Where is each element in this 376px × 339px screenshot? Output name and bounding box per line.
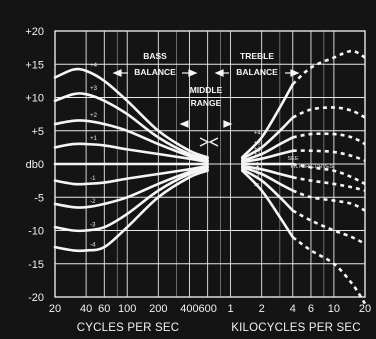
bass-curve-label: -1 — [90, 176, 96, 182]
treble-curve-solid--1 — [241, 164, 295, 179]
treble-curve-solid-+2 — [241, 136, 295, 162]
treble-curve-label: -3 — [254, 174, 260, 180]
x-tick-label: 20 — [359, 303, 371, 315]
treble-balance-label-line1: TREBLE — [240, 51, 274, 61]
x-tick-labels: 20 40 60 100 200 400 600 1 2 4 6 10 20 — [49, 303, 371, 315]
y-tick-label: +20 — [25, 26, 44, 38]
x-tick-label: 10 — [328, 303, 340, 315]
y-tick-label: db0 — [26, 159, 44, 171]
x-axis-title-left: CYCLES PER SEC — [77, 322, 180, 334]
treble-balance-label-line2: BALANCE — [236, 67, 278, 77]
treble-curve-solid--4 — [241, 169, 295, 239]
x-tick-label: 20 — [49, 303, 61, 315]
x-tick-label: 200 — [149, 303, 167, 315]
treble-curve-solid--3 — [241, 168, 295, 212]
x-tick-label: 60 — [98, 303, 110, 315]
x-tick-label: 1 — [227, 303, 233, 315]
middle-range-label-line1: MIDDLE — [190, 85, 223, 95]
bass-curve--1 — [53, 164, 209, 186]
curve-labels: +4+3+2+1-1-2-3-4+4+3+2+1-1-2-3-4 — [90, 63, 261, 249]
y-tick-label: +15 — [25, 59, 44, 71]
middle-range-bracket — [199, 137, 219, 147]
treble-curve-dotted--3 — [292, 209, 366, 245]
see-filter-label-line1: SEE — [287, 156, 298, 162]
axis-titles: CYCLES PER SEC KILOCYCLES PER SEC — [77, 322, 361, 334]
treble-curve-dotted--1 — [292, 176, 366, 192]
treble-curve-label: +2 — [254, 147, 262, 153]
treble-curve-dotted-0 — [292, 162, 366, 186]
treble-curve-dotted-+2 — [292, 132, 366, 146]
y-tick-label: +10 — [25, 93, 44, 105]
bass-curve-label: +3 — [90, 86, 98, 92]
treble-curve-dotted-+1 — [292, 149, 366, 162]
bass-balance-label-line1: BASS — [143, 51, 167, 61]
x-tick-label: 100 — [118, 303, 136, 315]
x-tick-label: 2 — [259, 303, 265, 315]
bass-curve-+4 — [53, 67, 209, 159]
x-tick-label: 600 — [198, 303, 216, 315]
bass-curve--4 — [53, 169, 209, 253]
treble-curve-label: +4 — [254, 130, 262, 136]
treble-balance-arrow — [214, 69, 300, 77]
treble-curve-label: -4 — [254, 184, 260, 190]
y-tick-label: +5 — [31, 126, 44, 138]
treble-curve-solid--2 — [241, 166, 295, 192]
annotations: BASS BALANCE MIDDLE RANGE TREBLE BALANCE… — [112, 51, 334, 170]
x-tick-label: 40 — [80, 303, 92, 315]
y-tick-label: -15 — [28, 259, 44, 271]
treble-curve-label: +3 — [254, 140, 262, 146]
y-tick-label: -10 — [28, 226, 44, 238]
bass-balance-label-line2: BALANCE — [134, 67, 176, 77]
y-tick-label: -20 — [28, 292, 44, 304]
treble-curve-solid-+1 — [241, 149, 295, 164]
treble-curve-solid-+4 — [241, 82, 295, 159]
x-tick-label: 4 — [290, 303, 296, 315]
see-filter-label-line2: FILTER CURVES — [291, 164, 334, 170]
bass-curve-label: -2 — [90, 199, 96, 205]
middle-range-label-line2: RANGE — [191, 98, 222, 108]
x-tick-label: 6 — [308, 303, 314, 315]
bass-curve--2 — [53, 166, 209, 209]
treble-curve-dotted--4 — [292, 236, 367, 305]
curve-layer — [53, 49, 367, 305]
treble-curve-dotted-+4 — [291, 49, 366, 86]
x-axis-title-right: KILOCYCLES PER SEC — [231, 322, 361, 334]
treble-curve-dotted-+3 — [292, 106, 366, 119]
treble-curve-solid-+3 — [241, 116, 295, 160]
bass-curve--3 — [53, 168, 209, 233]
bass-curve-+2 — [53, 119, 209, 162]
bass-curve-label: +2 — [90, 113, 98, 119]
bass-curve-label: +1 — [90, 136, 98, 142]
middle-range-arrow — [179, 120, 233, 128]
treble-curve-dotted--2 — [292, 189, 366, 212]
bass-curve-label: -4 — [90, 242, 96, 248]
y-tick-labels: +20 +15 +10 +5 db0 -5 -10 -15 -20 — [25, 26, 44, 304]
treble-curve-label: +1 — [254, 152, 262, 158]
y-tick-label: -5 — [34, 192, 44, 204]
bass-curve-+3 — [53, 92, 209, 160]
bass-balance-arrow — [112, 69, 198, 77]
bass-curve-+1 — [53, 142, 209, 164]
treble-curve-label: -2 — [254, 167, 260, 173]
bass-curve-label: +4 — [90, 63, 98, 69]
x-tick-label: 400 — [180, 303, 198, 315]
bass-curve-label: -3 — [90, 223, 96, 229]
treble-curve-label: -1 — [254, 162, 260, 168]
